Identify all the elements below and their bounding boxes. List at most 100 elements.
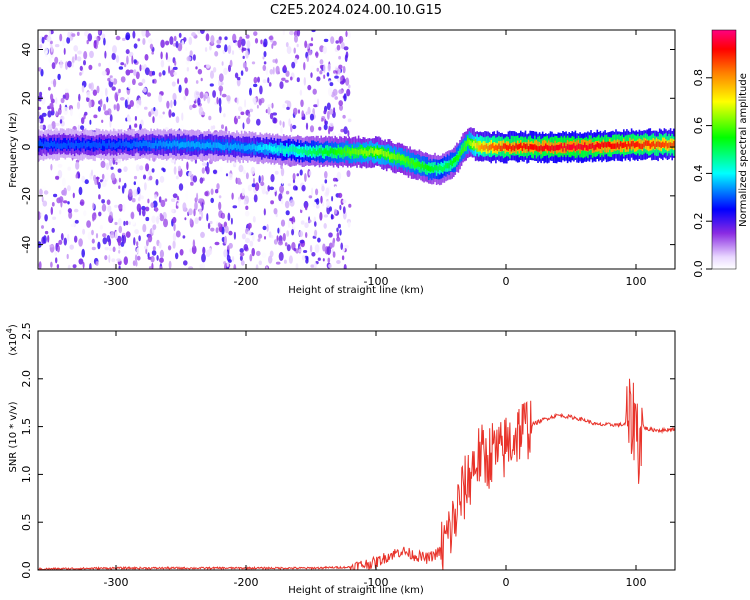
ridge-cell bbox=[236, 144, 238, 151]
ridge-cell bbox=[66, 143, 68, 149]
noise-speckle bbox=[269, 250, 274, 258]
noise-speckle bbox=[106, 40, 109, 50]
noise-speckle bbox=[50, 109, 55, 116]
noise-speckle bbox=[284, 100, 290, 104]
noise-speckle bbox=[118, 204, 123, 210]
noise-speckle bbox=[204, 47, 208, 52]
ridge-cell bbox=[616, 142, 619, 148]
noise-speckle bbox=[237, 39, 242, 48]
noise-speckle bbox=[156, 216, 160, 224]
noise-speckle bbox=[334, 96, 339, 100]
noise-speckle bbox=[142, 87, 147, 93]
noise-speckle bbox=[175, 205, 178, 209]
ridge-cell bbox=[100, 143, 102, 149]
noise-speckle bbox=[240, 260, 245, 266]
ridge-cell bbox=[367, 145, 369, 157]
noise-speckle bbox=[158, 72, 162, 77]
ridge-cell bbox=[240, 143, 243, 150]
noise-speckle bbox=[303, 250, 308, 253]
ridge-cell bbox=[281, 145, 283, 152]
noise-speckle bbox=[59, 60, 63, 69]
noise-speckle bbox=[171, 81, 176, 87]
noise-speckle bbox=[110, 172, 116, 181]
noise-speckle bbox=[61, 177, 66, 187]
noise-speckle bbox=[123, 250, 127, 256]
noise-speckle bbox=[239, 248, 244, 253]
noise-speckle bbox=[183, 260, 188, 266]
noise-speckle bbox=[245, 205, 249, 210]
noise-speckle bbox=[123, 234, 127, 244]
noise-speckle bbox=[160, 199, 166, 208]
noise-speckle bbox=[195, 61, 201, 67]
snr-y-label: SNR (10 * v/v) bbox=[8, 401, 19, 472]
ridge-cell bbox=[435, 165, 438, 171]
noise-speckle bbox=[38, 111, 41, 117]
noise-speckle bbox=[186, 161, 189, 171]
noise-speckle bbox=[210, 70, 214, 79]
ridge-cell bbox=[148, 141, 151, 147]
noise-speckle bbox=[172, 216, 177, 224]
noise-speckle bbox=[228, 173, 233, 181]
ridge-cell bbox=[47, 141, 49, 148]
ridge-cell bbox=[618, 143, 620, 150]
noise-speckle bbox=[231, 50, 235, 55]
noise-speckle bbox=[288, 118, 291, 127]
ridge-cell bbox=[223, 144, 226, 151]
noise-speckle bbox=[342, 65, 346, 74]
noise-speckle bbox=[40, 68, 44, 77]
noise-speckle bbox=[81, 248, 85, 258]
noise-speckle bbox=[243, 200, 247, 205]
ridge-cell bbox=[640, 143, 642, 149]
noise-speckle bbox=[197, 30, 201, 35]
noise-speckle bbox=[178, 84, 182, 94]
noise-speckle bbox=[172, 92, 177, 102]
noise-speckle bbox=[285, 42, 289, 48]
noise-speckle bbox=[59, 119, 63, 124]
y-tick-label: 2.5 bbox=[20, 322, 33, 340]
ridge-cell bbox=[605, 142, 608, 148]
noise-speckle bbox=[241, 233, 246, 240]
ridge-cell bbox=[585, 145, 588, 151]
noise-speckle bbox=[284, 200, 290, 209]
noise-speckle bbox=[159, 257, 164, 264]
noise-speckle bbox=[53, 78, 57, 88]
ridge-cell bbox=[204, 143, 207, 149]
ridge-cell bbox=[468, 139, 471, 146]
noise-speckle bbox=[189, 104, 193, 111]
ridge-cell bbox=[657, 141, 659, 147]
ridge-cell bbox=[272, 147, 274, 153]
ridge-cell bbox=[161, 142, 163, 148]
ridge-cell bbox=[300, 147, 302, 153]
ridge-cell bbox=[247, 144, 249, 150]
ridge-cell bbox=[448, 163, 450, 169]
noise-speckle bbox=[285, 190, 290, 195]
ridge-cell bbox=[315, 150, 318, 157]
ridge-cell bbox=[145, 140, 148, 152]
noise-speckle bbox=[310, 72, 313, 78]
noise-speckle bbox=[254, 182, 260, 191]
noise-speckle bbox=[106, 199, 111, 205]
noise-speckle bbox=[189, 218, 193, 225]
ridge-cell bbox=[409, 160, 411, 167]
noise-speckle bbox=[246, 117, 251, 125]
spectrogram-marks bbox=[38, 30, 675, 269]
noise-speckle bbox=[110, 231, 115, 239]
noise-speckle bbox=[173, 35, 177, 42]
noise-speckle bbox=[226, 260, 229, 268]
ridge-cell bbox=[325, 148, 327, 154]
noise-speckle bbox=[101, 119, 104, 124]
ridge-cell bbox=[348, 149, 350, 155]
noise-speckle bbox=[132, 260, 136, 266]
noise-speckle bbox=[249, 108, 254, 113]
ridge-cell bbox=[434, 164, 436, 171]
colorbar-tick-label: 0.0 bbox=[692, 260, 705, 278]
ridge-cell bbox=[286, 146, 288, 152]
noise-speckle bbox=[280, 198, 284, 205]
ridge-cell bbox=[453, 158, 455, 164]
noise-speckle bbox=[230, 217, 233, 225]
noise-speckle bbox=[195, 80, 199, 84]
ridge-cell bbox=[652, 140, 655, 147]
ridge-cell bbox=[159, 140, 162, 146]
noise-speckle bbox=[168, 260, 172, 269]
noise-speckle bbox=[337, 192, 343, 199]
